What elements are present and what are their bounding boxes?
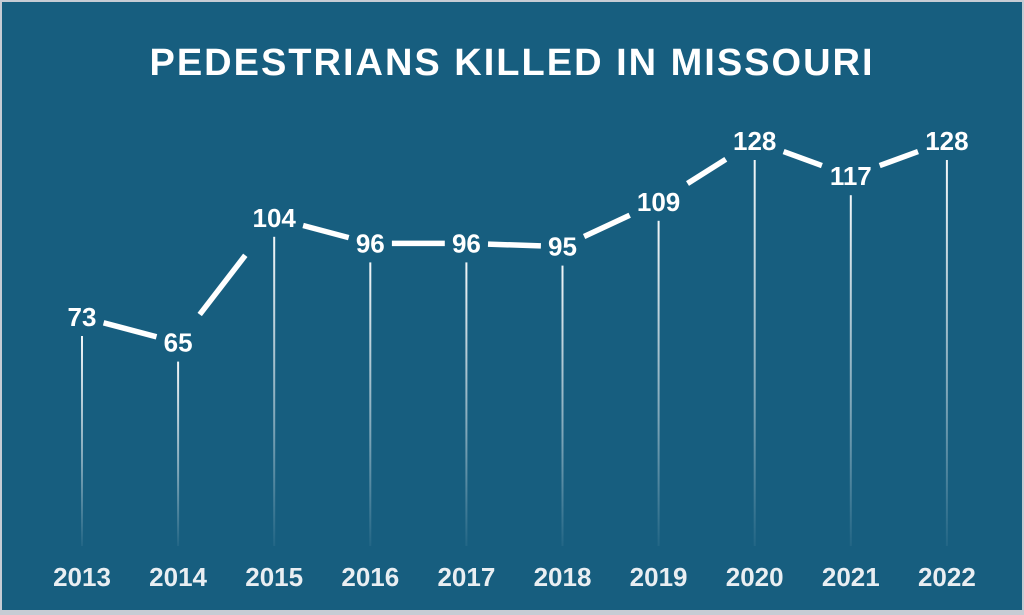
x-axis-label-2017: 2017 bbox=[437, 562, 495, 592]
line-segment-2021-2022 bbox=[878, 149, 919, 169]
stem-2022 bbox=[945, 160, 948, 546]
value-label-2019: 109 bbox=[637, 187, 680, 217]
x-axis-label-2020: 2020 bbox=[726, 562, 784, 592]
stem-2014 bbox=[177, 361, 180, 546]
line-segment-2014-2015 bbox=[197, 253, 248, 317]
stem-2016 bbox=[369, 262, 372, 546]
value-label-2014: 65 bbox=[164, 328, 193, 358]
stems-group bbox=[81, 160, 948, 547]
value-label-2015: 104 bbox=[253, 203, 297, 233]
value-labels-group: 73 65 104 96 96 95 109 128 117 128 bbox=[68, 126, 969, 358]
x-axis-labels-group: 2013 2014 2015 2016 2017 2018 2019 2020 2021 2022 bbox=[53, 562, 976, 592]
x-axis-label-2014: 2014 bbox=[149, 562, 207, 592]
value-label-2021: 117 bbox=[830, 161, 872, 191]
line-segment-2015-2016 bbox=[302, 222, 350, 241]
value-label-2018: 95 bbox=[548, 232, 577, 262]
stem-2019 bbox=[657, 220, 660, 547]
x-axis-label-2015: 2015 bbox=[245, 562, 303, 592]
x-axis-label-2013: 2013 bbox=[53, 562, 111, 592]
value-label-2016: 96 bbox=[356, 228, 385, 258]
chart-title: PEDESTRIANS KILLED IN MISSOURI bbox=[149, 42, 875, 84]
stem-2021 bbox=[849, 195, 852, 546]
x-axis-label-2021: 2021 bbox=[822, 562, 880, 592]
value-label-2013: 73 bbox=[68, 302, 97, 332]
value-label-2020: 128 bbox=[733, 126, 776, 156]
line-segments-group bbox=[102, 149, 919, 340]
stem-2013 bbox=[81, 336, 83, 546]
x-axis-label-2022: 2022 bbox=[918, 562, 976, 592]
stem-2015 bbox=[273, 236, 276, 547]
line-segment-2018-2019 bbox=[582, 212, 631, 239]
x-axis-label-2018: 2018 bbox=[534, 562, 592, 592]
x-axis-label-2016: 2016 bbox=[341, 562, 399, 592]
line-segment-2017-2018 bbox=[487, 241, 541, 249]
stem-2018 bbox=[561, 265, 564, 546]
value-label-2022: 128 bbox=[925, 126, 968, 156]
value-label-2017: 96 bbox=[452, 228, 481, 258]
stem-2020 bbox=[753, 160, 756, 546]
line-segment-2019-2020 bbox=[686, 156, 728, 186]
line-segment-2013-2014 bbox=[102, 320, 158, 340]
x-axis-label-2019: 2019 bbox=[630, 562, 688, 592]
line-segment-2020-2021 bbox=[782, 149, 823, 169]
stem-2017 bbox=[465, 262, 468, 546]
